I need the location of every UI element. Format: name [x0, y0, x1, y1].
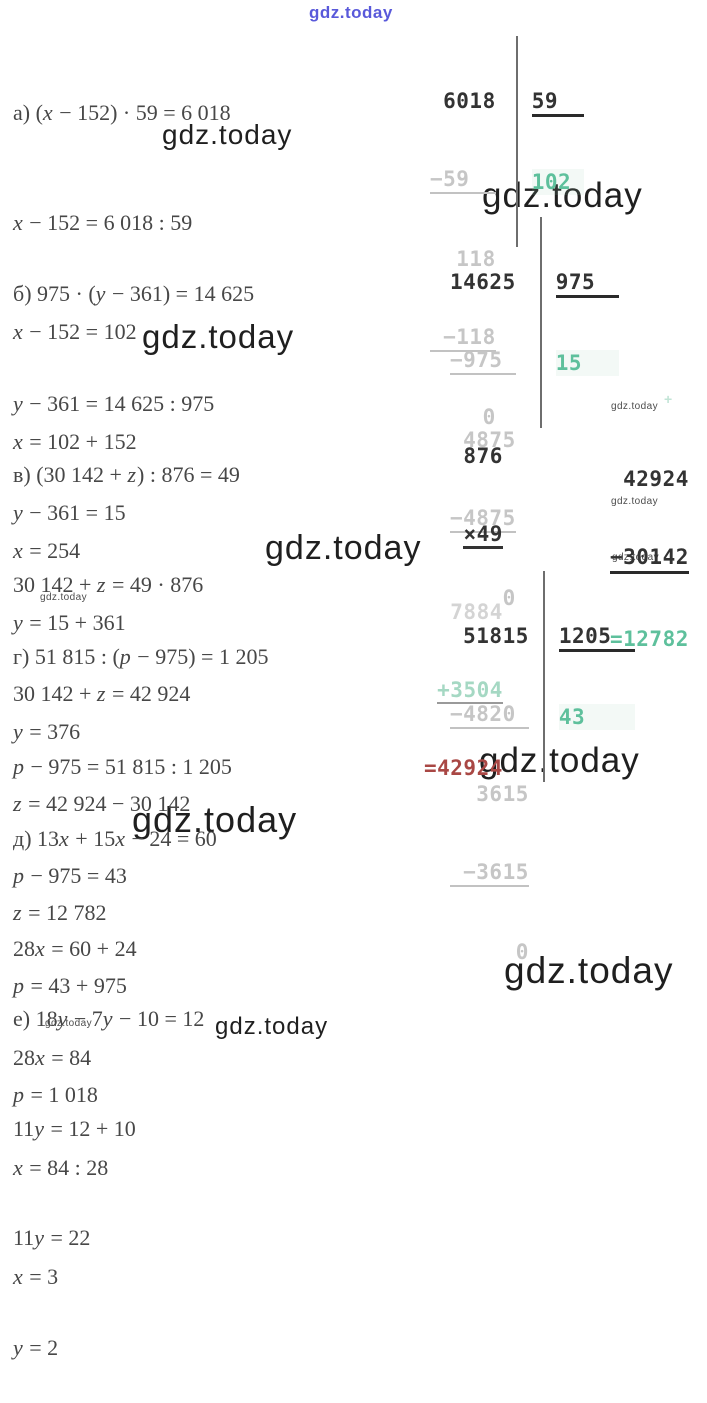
division-row: −975: [450, 347, 516, 375]
quotient: 43: [558, 704, 636, 730]
pad: [424, 678, 437, 702]
multiplication-row: 876: [424, 444, 503, 468]
division-row: 0: [450, 586, 516, 610]
equation-line: а) (x − 152) · 59 = 6 018: [13, 100, 231, 125]
solution-section-v: в) (30 142 + z) : 876 = 49 30 142 + z = …: [13, 384, 240, 968]
watermark: gdz.today: [265, 529, 422, 567]
equation-line: x = 254: [13, 538, 81, 563]
watermark-small: gdz.today: [612, 552, 659, 563]
division-row: 4875: [450, 428, 516, 452]
division-row: −118: [430, 324, 496, 352]
watermark-small: gdz.today: [611, 401, 658, 412]
division-row: 51815: [450, 624, 529, 648]
equation-line: y = 15 + 361: [13, 609, 126, 635]
divisor-column: 59 102: [515, 36, 585, 247]
watermark-top-blue: gdz.today: [309, 3, 393, 22]
equation-line: 11y = 12 + 10: [13, 1115, 136, 1141]
dividend-column: 6018 −59 118 −118 0: [430, 36, 516, 482]
equation-line: y − 361 = 14 625 : 975: [13, 390, 215, 416]
divisor: 59: [531, 88, 585, 117]
divisor: 1205: [558, 623, 636, 652]
equation-line: 11y = 22: [13, 1225, 91, 1250]
multiplication-row: ×49: [424, 521, 503, 549]
watermark: gdz.today: [162, 119, 293, 150]
division-row: 0: [450, 940, 529, 964]
dividend-column: 14625 −975 4875 −4875 0: [450, 217, 540, 663]
equation-line: z = 12 782: [13, 900, 107, 925]
equation-line: x − 152 = 6 018 : 59: [13, 209, 193, 235]
solution-section-g: г) 51 815 : (p − 975) = 1 205 p − 975 = …: [13, 566, 268, 1150]
equation-line: y = 376: [13, 719, 81, 744]
equation-line: д) 13x + 15x − 24 = 60: [13, 826, 217, 851]
divisor: 975: [555, 269, 620, 298]
dividend-column: 51815 −4820 3615 −3615 0: [450, 571, 543, 1017]
division-row: 14625: [450, 270, 516, 294]
multiplier: ×49: [463, 522, 503, 549]
division-row: −4820: [450, 701, 529, 729]
long-division-51815-1205: 51815 −4820 3615 −3615 0 1205 43: [450, 571, 636, 1017]
watermark-small: gdz.today: [40, 592, 87, 603]
quotient: 102: [531, 169, 585, 195]
equation-line: y − 361 = 15: [13, 500, 126, 525]
subtraction-42924-30142: 42924 −30142 =12782: [610, 414, 689, 678]
division-row: −59: [430, 166, 496, 194]
equation-line: б) 975 · (y − 361) = 14 625: [13, 281, 255, 306]
division-row: 0: [430, 405, 496, 429]
plus-mark-faint: +: [664, 391, 673, 407]
watermark: gdz.today: [504, 950, 674, 991]
multiplication-876-49: 876 ×49 7884 +3504 =42924: [424, 391, 503, 807]
division-row: 118: [430, 247, 496, 271]
solution-section-a: а) (x − 152) · 59 = 6 018 x − 152 = 6 01…: [13, 22, 231, 606]
equation-line: 30 142 + z = 42 924: [13, 681, 191, 706]
divisor-column: 975 15: [539, 217, 620, 428]
division-row: 6018: [430, 89, 496, 113]
subtraction-row: −30142: [610, 544, 689, 574]
division-row: 3615: [450, 782, 529, 806]
quotient: 15: [555, 350, 620, 376]
equation-line: p − 975 = 51 815 : 1 205: [13, 753, 232, 779]
division-row: −3615: [450, 859, 529, 887]
equation-line: x − 152 = 102: [13, 319, 137, 344]
equation-line: y = 2: [13, 1334, 59, 1360]
solution-section-e: е) 18y − 7y − 10 = 12 11y = 12 + 10 11y …: [13, 928, 204, 1403]
long-division-14625-975: 14625 −975 4875 −4875 0 975 15: [450, 217, 620, 663]
divisor-column: 1205 43: [542, 571, 636, 782]
equation-line: 28x = 84: [13, 1045, 92, 1070]
watermark: gdz.today: [132, 799, 298, 840]
partial-product-row: +3504: [424, 677, 503, 704]
equation-line: p − 975 = 43: [13, 863, 127, 888]
equation-line: 30 142 + z = 49 · 876: [13, 571, 204, 597]
subtraction-result-row: =12782: [610, 627, 689, 651]
equation-line: в) (30 142 + z) : 876 = 49: [13, 462, 240, 487]
subtraction-row: 42924: [610, 467, 689, 491]
equation-line: е) 18y − 7y − 10 = 12: [13, 1006, 205, 1031]
solution-section-b: б) 975 · (y − 361) = 14 625 y − 361 = 14…: [13, 203, 254, 787]
partial-product: +3504: [437, 678, 503, 704]
watermark-small: gdz.today: [611, 496, 658, 507]
equation-line: г) 51 815 : (p − 975) = 1 205: [13, 644, 269, 669]
watermark-small: gdz.today: [45, 1018, 92, 1029]
equation-line: 28x = 60 + 24: [13, 935, 137, 961]
equation-line: z = 42 924 − 30 142: [13, 790, 191, 816]
product-result-row: =42924: [424, 756, 503, 780]
watermark: gdz.today: [479, 741, 640, 780]
long-division-6018-59: 6018 −59 118 −118 0 59 102: [430, 36, 585, 482]
pad: [424, 522, 463, 546]
equation-line: p = 43 + 975: [13, 972, 127, 998]
division-row: −4875: [450, 505, 516, 533]
watermark: gdz.today: [142, 318, 295, 355]
equation-line: x = 102 + 152: [13, 428, 137, 454]
watermark: gdz.today: [482, 176, 643, 215]
partial-product-row: 7884: [424, 600, 503, 624]
watermark: gdz.today: [215, 1013, 329, 1040]
